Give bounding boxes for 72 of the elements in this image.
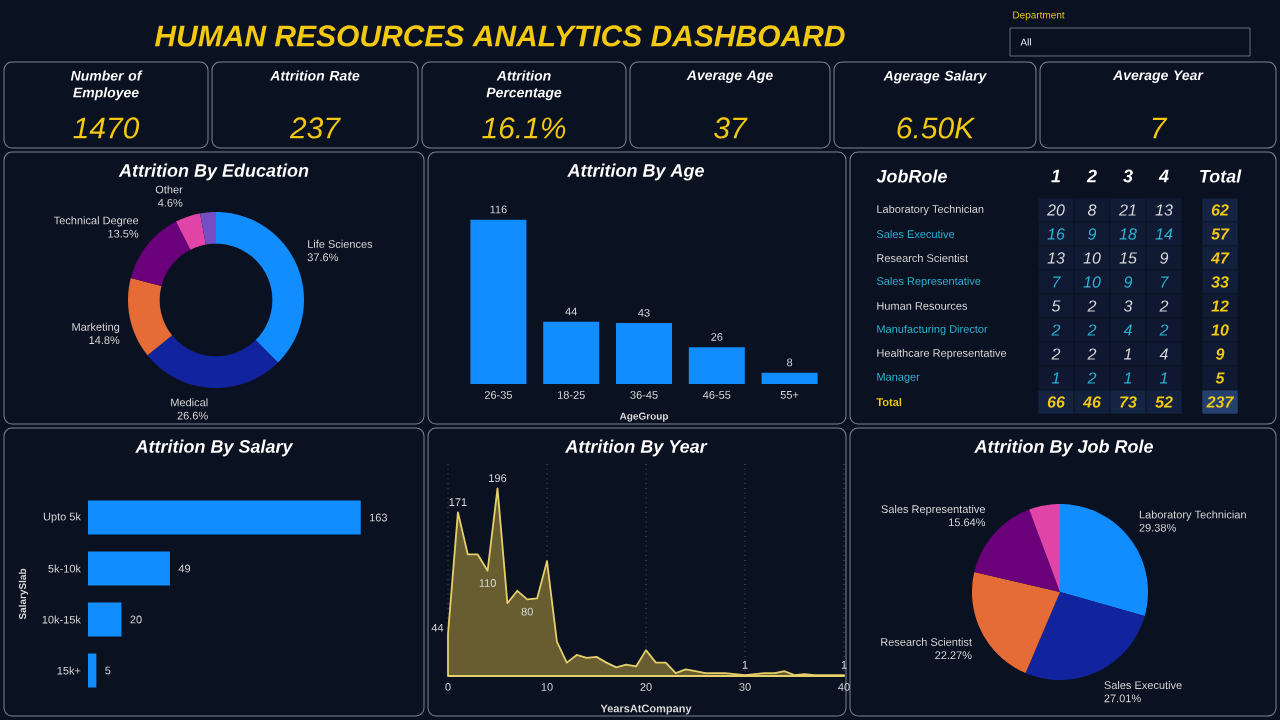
data-label: 2 xyxy=(1087,372,1097,384)
data-label: 46 xyxy=(1082,396,1101,408)
y-axis-title: JobRole xyxy=(876,169,947,183)
text: HUMAN RESOURCES ANALYTICS DASHBOARD xyxy=(154,25,845,47)
text: 237 xyxy=(289,117,341,139)
data-label: 13 xyxy=(1047,252,1065,264)
chart-title: Attrition By Education xyxy=(118,163,309,181)
data-label: 10 xyxy=(1211,324,1229,336)
data-label: 1 xyxy=(1159,372,1168,384)
data-label: 62 xyxy=(1211,204,1229,216)
x-tick-label: 2 xyxy=(1086,169,1097,183)
data-label: 14 xyxy=(1155,228,1173,240)
data-label: 237 xyxy=(1206,396,1234,408)
data-label: 18 xyxy=(1119,228,1137,240)
data-label: 47 xyxy=(1210,252,1230,264)
data-label: 2 xyxy=(1087,324,1097,336)
x-tick-label: 1 xyxy=(1051,169,1061,183)
data-label: 2 xyxy=(1087,300,1097,312)
data-label: 9 xyxy=(1088,228,1097,240)
data-label: 2 xyxy=(1051,348,1061,360)
data-label: 5 xyxy=(1051,300,1061,312)
bar xyxy=(616,323,673,384)
bar xyxy=(88,500,361,535)
chart-title: Attrition By Age xyxy=(567,163,704,181)
bar xyxy=(688,347,745,384)
x-tick-label: Total xyxy=(1200,169,1242,183)
data-label: 9 xyxy=(1215,348,1225,360)
data-label: 15 xyxy=(1119,252,1137,264)
data-label: 57 xyxy=(1211,228,1230,240)
text: 37 xyxy=(714,117,748,139)
data-label: 73 xyxy=(1120,396,1137,408)
data-label: 16 xyxy=(1047,228,1065,240)
data-label: 1 xyxy=(1123,348,1132,360)
data-label: 13 xyxy=(1155,204,1173,216)
data-label: 2 xyxy=(1051,324,1061,336)
data-label: 9 xyxy=(1160,252,1169,264)
bar xyxy=(88,653,97,688)
text: 6.50K xyxy=(897,117,976,139)
data-label: 66 xyxy=(1047,396,1065,408)
chart-title: Attrition By Job Role xyxy=(974,439,1153,457)
data-label: 2 xyxy=(1159,324,1169,336)
data-label: 33 xyxy=(1211,276,1229,288)
bar xyxy=(543,321,600,384)
data-label: 7 xyxy=(1053,276,1061,288)
bar xyxy=(470,219,527,384)
bar xyxy=(761,372,818,384)
text: 16.1% xyxy=(482,117,566,139)
data-label: 2 xyxy=(1087,348,1097,360)
data-label: 2 xyxy=(1159,300,1169,312)
data-label: 8 xyxy=(1087,204,1097,216)
chart-title: Attrition By Salary xyxy=(135,439,294,457)
data-label: 3 xyxy=(1123,300,1133,312)
data-label: 20 xyxy=(1047,204,1065,216)
data-label: 7 xyxy=(1161,276,1169,288)
data-label: 1 xyxy=(1123,372,1132,384)
text: 1470 xyxy=(73,117,140,139)
data-label: 21 xyxy=(1119,204,1136,216)
data-label: 5 xyxy=(1215,372,1225,384)
data-label: 4 xyxy=(1159,348,1168,360)
x-tick-label: 3 xyxy=(1123,169,1133,183)
data-label: 10 xyxy=(1083,276,1101,288)
data-label: 10 xyxy=(1083,252,1101,264)
data-label: 4 xyxy=(1123,324,1132,336)
data-label: 9 xyxy=(1124,276,1133,288)
data-label: 12 xyxy=(1211,300,1229,312)
x-tick-label: 4 xyxy=(1158,169,1169,183)
bar xyxy=(88,602,122,637)
chart-title: Attrition By Year xyxy=(564,439,708,457)
bar xyxy=(88,551,170,586)
data-label: 1 xyxy=(1051,372,1060,384)
text: 7 xyxy=(1152,117,1168,139)
data-label: 52 xyxy=(1155,396,1173,408)
